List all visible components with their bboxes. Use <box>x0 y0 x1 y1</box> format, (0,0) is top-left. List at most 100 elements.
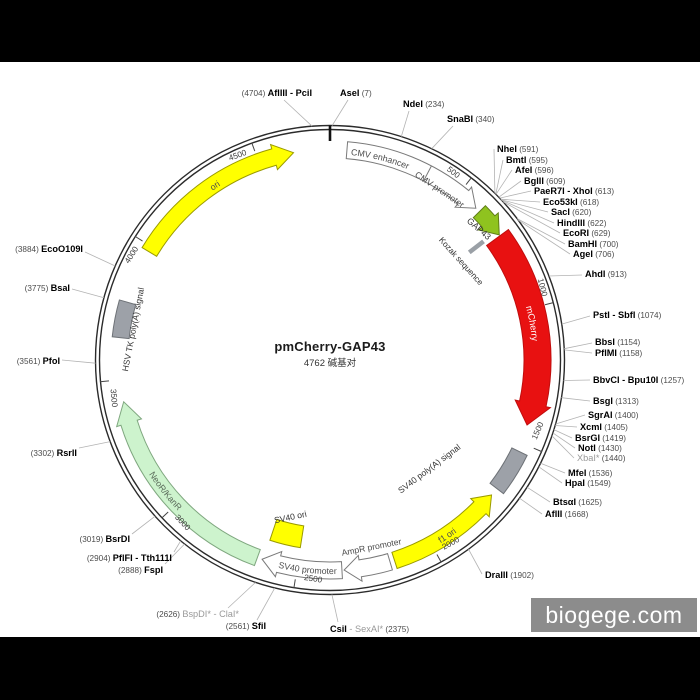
scale-tick-3000 <box>161 511 169 519</box>
leader-line <box>561 397 591 402</box>
scale-tick-4000 <box>134 235 143 242</box>
restriction-site-label: HpaI (1549) <box>565 478 611 488</box>
leader-line <box>519 497 543 515</box>
scale-tick-2000 <box>436 554 442 563</box>
restriction-site-label: MfeI (1536) <box>568 468 613 478</box>
restriction-site-label: PaeR7I - XhoI (613) <box>534 186 614 196</box>
leader-line <box>564 349 593 354</box>
restriction-site-label: BamHI (700) <box>568 239 619 249</box>
restriction-site-label: BtsαI (1625) <box>553 497 602 507</box>
watermark-logo: biogege.com <box>531 598 697 632</box>
restriction-site-label: (4704) AflIII - PciI <box>242 88 312 98</box>
scale-label-1000: 1000 <box>536 277 549 297</box>
leader-line <box>256 587 276 621</box>
leader-line <box>500 198 541 203</box>
feature-f1-ori <box>391 494 493 570</box>
leader-line <box>540 462 566 474</box>
scale-label-2500: 2500 <box>303 573 323 585</box>
restriction-site-label: (3884) EcoO109I <box>15 244 83 254</box>
leader-line <box>501 199 555 224</box>
scale-tick-1000 <box>544 302 554 306</box>
leader-line <box>516 218 566 245</box>
feature-ori <box>141 143 295 258</box>
restriction-site-label: NotI (1430) <box>578 443 622 453</box>
restriction-site-label: AhdI (913) <box>585 269 627 279</box>
leader-line <box>78 441 111 449</box>
scale-label-4000: 4000 <box>123 244 141 265</box>
feature-cmv-enhancer-promoter <box>345 141 477 209</box>
restriction-site-label: NheI (591) <box>497 144 539 154</box>
leader-line <box>561 315 591 325</box>
leader-line <box>431 125 454 149</box>
leader-line <box>500 199 549 213</box>
leader-line <box>564 342 593 350</box>
feature-kozak-sequence <box>467 239 485 255</box>
leader-line <box>548 274 583 277</box>
restriction-site-label: SnaBI (340) <box>447 114 495 124</box>
leader-line <box>563 379 591 381</box>
leader-line <box>538 466 563 484</box>
restriction-site-label: AgeI (706) <box>573 249 615 259</box>
restriction-site-label: (2626) BspDI* - ClaI* <box>156 609 239 619</box>
letterbox-bar-top <box>0 0 700 62</box>
leader-line <box>84 251 116 267</box>
leader-line <box>61 359 96 364</box>
restriction-site-label: BsrGI (1419) <box>575 433 626 443</box>
feature-neor-kanr <box>115 400 261 567</box>
restriction-site-label: BbsI (1154) <box>595 337 641 347</box>
restriction-site-label: (3019) BsrDI <box>80 534 130 544</box>
leader-line <box>131 515 156 535</box>
leader-line <box>400 110 410 137</box>
restriction-site-label: (2904) PflFI - Tth111I <box>87 553 172 563</box>
scale-tick-3500 <box>99 380 110 383</box>
restriction-site-label: CsiI - SexAI* (2375) <box>330 624 409 634</box>
scale-tick-2500 <box>293 579 296 589</box>
scale-tick-500 <box>465 177 472 185</box>
restriction-site-label: (2888) FspI <box>118 565 163 575</box>
feature-label-sv40-polya-signal: SV40 poly(A) signal <box>396 442 462 495</box>
feature-sv40-ori <box>269 518 305 549</box>
leader-line <box>227 582 256 609</box>
restriction-site-label: (3561) PfoI <box>17 356 60 366</box>
leader-line <box>493 148 496 194</box>
plasmid-size-label: 4762 碱基对 <box>303 358 357 369</box>
restriction-site-label: (3775) BsaI <box>25 283 70 293</box>
leader-line <box>468 549 483 575</box>
leader-line <box>495 159 504 195</box>
feature-sv40-promoter <box>261 550 343 580</box>
scale-tick-4500 <box>251 142 256 152</box>
restriction-site-label: PstI - SbfI (1074) <box>593 310 662 320</box>
restriction-site-label: BsgI (1313) <box>593 396 639 406</box>
plasmid-title: pmCherry-GAP43 <box>274 339 386 354</box>
restriction-site-label: DraIII (1902) <box>485 570 534 580</box>
restriction-site-label: XcmI (1405) <box>580 422 628 432</box>
restriction-site-label: PflMI (1158) <box>595 348 643 358</box>
leader-line <box>164 543 185 565</box>
restriction-site-label: AfeI (596) <box>515 165 554 175</box>
leader-line <box>555 414 586 425</box>
letterbox-bar-bottom <box>0 637 700 700</box>
leader-line <box>495 169 513 195</box>
leader-line <box>498 180 522 198</box>
leader-line <box>173 540 182 553</box>
restriction-site-label: (3302) RsrII <box>31 448 77 458</box>
feature-sv40-polya-signal <box>489 447 528 495</box>
scale-label-3500: 3500 <box>108 389 119 408</box>
restriction-site-label: BglII (609) <box>524 176 566 186</box>
feature-gap43 <box>472 205 500 236</box>
restriction-site-label: AflII (1668) <box>545 509 589 519</box>
leader-line <box>283 99 313 127</box>
leader-line <box>499 190 532 199</box>
scale-tick-1500 <box>533 447 543 453</box>
leader-line <box>517 219 571 255</box>
plasmid-center-label: pmCherry-GAP43 4762 碱基对 <box>205 339 455 369</box>
restriction-site-label: BbvCI - Bpu10I (1257) <box>593 375 685 385</box>
leader-line <box>502 201 561 234</box>
restriction-site-label: HindIII (622) <box>557 218 607 228</box>
restriction-site-label: EcoRI (629) <box>563 228 611 238</box>
leader-line <box>71 288 105 299</box>
feature-hsv-tk-polya-signal <box>111 299 137 340</box>
restriction-site-label: (2561) SfiI <box>226 621 266 631</box>
